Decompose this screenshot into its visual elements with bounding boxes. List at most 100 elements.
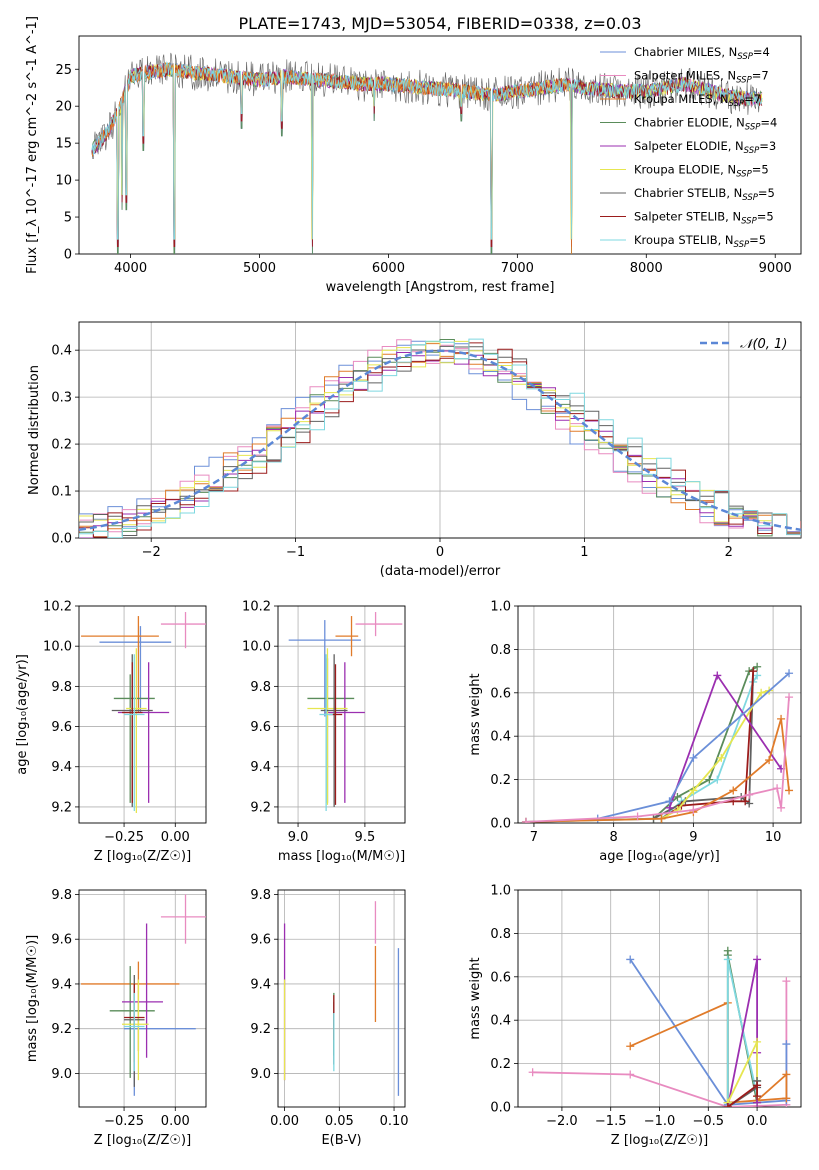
- weight-marker: [633, 812, 642, 821]
- y-tick-label: 0.2: [490, 773, 511, 788]
- legend-entry: Chabrier STELIB, NSSP=5: [634, 186, 775, 203]
- figure-title: PLATE=1743, MJD=53054, FIBERID=0338, z=0…: [238, 14, 641, 33]
- legend-entry: Kroupa ELODIE, NSSP=5: [634, 163, 769, 180]
- x-tick-label: 8000: [630, 261, 663, 276]
- spectrum-line-8: [91, 61, 763, 240]
- y-tick-label: 9.2: [51, 1022, 72, 1037]
- y-tick-label: 9.2: [51, 800, 72, 815]
- x-axis-label: mass [log₁₀(M/M☉)]: [278, 849, 405, 864]
- x-tick-label: 0.00: [161, 830, 190, 845]
- y-tick-label: 0.0: [51, 532, 72, 547]
- y-axis-label: mass weight: [468, 673, 483, 755]
- y-tick-label: 0.4: [51, 344, 72, 359]
- x-tick-label: 4000: [114, 261, 147, 276]
- weight-marker: [785, 693, 794, 702]
- legend-entry: Salpeter MILES, NSSP=7: [634, 69, 769, 86]
- y-axis-label: Flux [f_λ 10^-17 erg cm^-2 s^-1 A^-1]: [25, 16, 40, 274]
- weight-marker: [626, 955, 635, 964]
- y-tick-label: 0.8: [490, 927, 511, 942]
- y-tick-label: 25: [55, 63, 72, 78]
- mass-EBV-panel: 0.00 0.05 0.10 9.0 9.2 9.4 9.6 9.8 E(B-V): [250, 888, 408, 1148]
- histogram-step-8: [79, 338, 801, 538]
- y-tick-label: 9.4: [250, 977, 271, 992]
- weight-marker: [782, 1040, 791, 1049]
- x-axis-label: age [log₁₀(age/yr)]: [599, 849, 720, 864]
- weight-line: [525, 674, 758, 823]
- y-tick-label: 9.4: [51, 977, 72, 992]
- chart-layer: 4000 5000 6000 7000 8000 90000510152025wavele…: [15, 16, 802, 1148]
- x-tick-label: −0.25: [104, 1114, 144, 1129]
- x-tick-label: 0.0: [747, 1114, 768, 1129]
- weight-marker: [777, 714, 786, 723]
- weight-Z-panel: −2.0 −1.5 −1.0 −0.5 0.0 0.0 0.2 0.4 0.6 0.8 1.0 Z […: [468, 884, 802, 1148]
- weight-marker: [657, 814, 666, 823]
- x-axis-label: Z [log₁₀(Z/Z☉)]: [94, 1133, 191, 1148]
- y-tick-label: 9.0: [51, 1067, 72, 1082]
- y-tick-label: 9.2: [250, 800, 271, 815]
- x-tick-label: 9000: [759, 261, 792, 276]
- y-tick-label: 0.0: [490, 817, 511, 832]
- weight-marker: [749, 667, 758, 676]
- x-tick-label: −1.0: [644, 1114, 676, 1129]
- x-tick-label: 0.05: [325, 1114, 354, 1129]
- weight-marker: [785, 786, 794, 795]
- weight-marker: [729, 786, 738, 795]
- weight-marker: [745, 790, 754, 799]
- weight-age-panel: 7 8 9 10 0.0 0.2 0.4 0.6 0.8 1.0 age [log₁₀(age/yr…: [468, 600, 802, 864]
- y-tick-label: 20: [55, 100, 72, 115]
- x-tick-label: −0.25: [104, 830, 144, 845]
- legend-entry: Chabrier MILES, NSSP=4: [634, 45, 770, 62]
- axes-frame: [78, 889, 207, 1108]
- weight-marker: [689, 753, 698, 762]
- x-tick-label: 1: [580, 545, 588, 560]
- y-axis-label: mass weight: [468, 957, 483, 1039]
- y-tick-label: 0.6: [490, 686, 511, 701]
- y-tick-label: 9.2: [250, 1022, 271, 1037]
- x-tick-label: −2.0: [546, 1114, 578, 1129]
- weight-marker: [757, 688, 766, 697]
- weight-marker: [782, 1070, 791, 1079]
- y-tick-label: 10.2: [43, 600, 72, 615]
- y-tick-label: 9.0: [250, 1067, 271, 1082]
- legend-entry: Chabrier ELODIE, NSSP=4: [634, 116, 777, 133]
- x-tick-label: 8: [610, 830, 618, 845]
- legend-entry: Salpeter STELIB, NSSP=5: [634, 210, 774, 227]
- x-tick-label: 6000: [372, 261, 405, 276]
- axes-frame: [78, 605, 207, 824]
- axes-frame: [517, 889, 802, 1108]
- legend-entry: Kroupa MILES, NSSP=7: [634, 92, 761, 109]
- y-tick-label: 9.8: [51, 888, 72, 903]
- weight-marker: [665, 797, 674, 806]
- y-tick-label: 9.8: [51, 680, 72, 695]
- weight-marker: [673, 792, 682, 801]
- age-Z-panel: −0.25 0.00 9.2 9.4 9.6 9.8 10.0 10.2 Z [log₁₀(Z/…: [15, 600, 207, 864]
- y-tick-label: 1.0: [490, 600, 511, 615]
- y-tick-label: 9.4: [250, 760, 271, 775]
- weight-marker: [689, 786, 698, 795]
- weight-marker: [626, 1070, 635, 1079]
- y-tick-label: 9.8: [250, 888, 271, 903]
- y-tick-label: 0: [64, 248, 72, 263]
- y-tick-label: 0.3: [51, 391, 72, 406]
- x-tick-label: −2: [142, 545, 161, 560]
- legend-entry: Salpeter ELODIE, NSSP=3: [634, 139, 776, 156]
- x-tick-label: 10: [765, 830, 782, 845]
- weight-marker: [753, 662, 762, 671]
- y-axis-label: mass [log₁₀(M/M☉)]: [25, 935, 40, 1062]
- legend-entry: 𝒩(0, 1): [740, 337, 787, 352]
- y-tick-label: 0.0: [490, 1101, 511, 1116]
- y-tick-label: 0.8: [490, 643, 511, 658]
- y-tick-label: 9.6: [51, 720, 72, 735]
- axes-frame: [78, 35, 802, 255]
- weight-marker: [723, 955, 732, 964]
- x-tick-label: 5000: [243, 261, 276, 276]
- weight-marker: [765, 756, 774, 765]
- y-tick-label: 10.2: [242, 600, 271, 615]
- y-tick-label: 0.4: [490, 1014, 511, 1029]
- y-tick-label: 10.0: [242, 640, 271, 655]
- y-axis-label: age [log₁₀(age/yr)]: [15, 654, 30, 775]
- axes-frame: [78, 321, 802, 539]
- histogram-step-7: [79, 342, 801, 538]
- y-tick-label: 15: [55, 137, 72, 152]
